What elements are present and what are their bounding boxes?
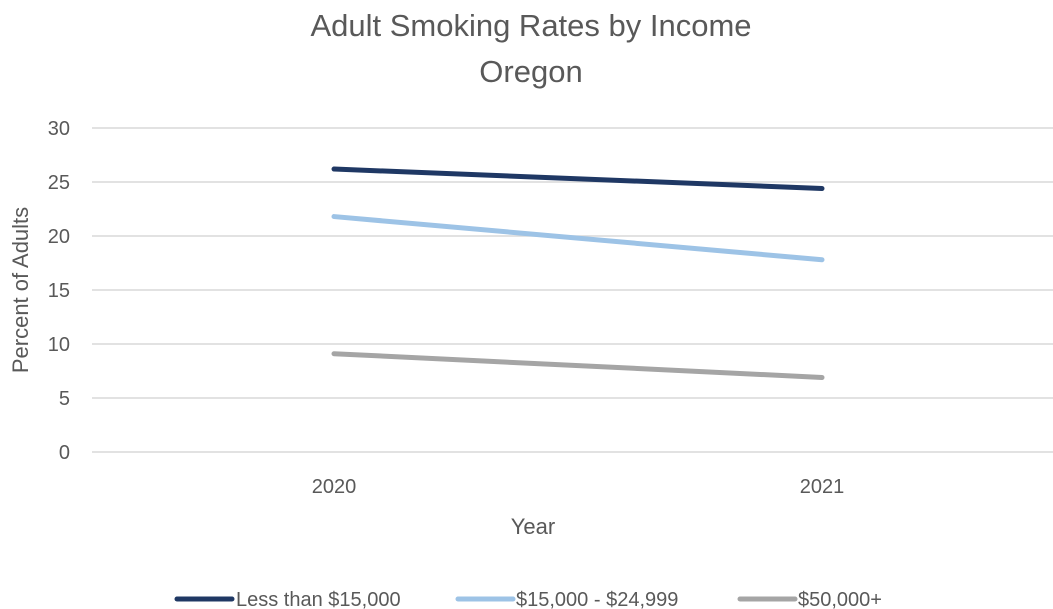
- y-tick-label: 0: [59, 442, 70, 464]
- y-tick-label: 30: [48, 118, 70, 140]
- y-tick-label: 15: [48, 280, 70, 302]
- y-axis-label: Percent of Adults: [8, 207, 33, 373]
- chart-subtitle: Oregon: [479, 54, 582, 89]
- series-line: [331, 166, 825, 191]
- chart-title: Adult Smoking Rates by Income: [310, 8, 751, 43]
- legend-label: Less than $15,000: [236, 589, 401, 609]
- x-axis-label: Year: [511, 514, 555, 539]
- y-tick-label: 10: [48, 334, 70, 356]
- series-line: [331, 351, 825, 380]
- x-axis-ticks: 2020 2021: [312, 476, 845, 498]
- y-tick-label: 5: [59, 388, 70, 410]
- y-axis-ticks: 0 5 10 15 20 25 30: [48, 118, 70, 464]
- y-tick-label: 25: [48, 172, 70, 194]
- y-tick-label: 20: [48, 226, 70, 248]
- legend: Less than $15,000 $15,000 - $24,999 $50,00…: [174, 589, 882, 609]
- legend-label: $15,000 - $24,999: [516, 589, 678, 609]
- legend-label: $50,000+: [798, 589, 882, 609]
- series-line: [331, 214, 825, 263]
- x-tick-label: 2020: [312, 476, 357, 498]
- x-tick-label: 2021: [800, 476, 845, 498]
- series-lines: [331, 166, 825, 380]
